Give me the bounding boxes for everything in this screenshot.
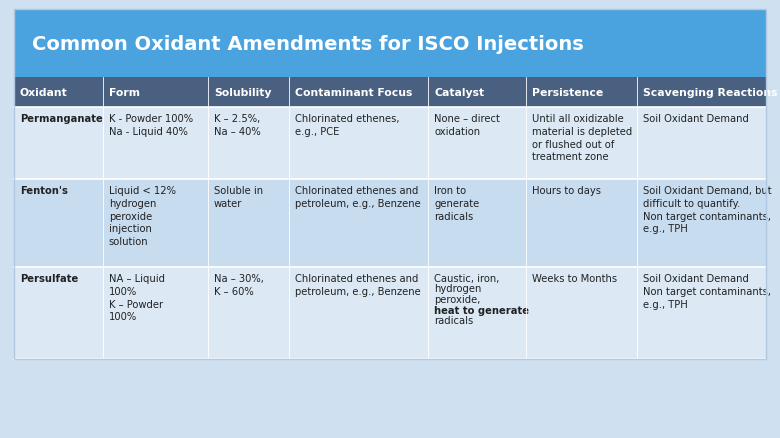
Text: Caustic, iron,: Caustic, iron, — [434, 273, 500, 283]
Text: Contaminant Focus: Contaminant Focus — [296, 88, 413, 98]
Text: Na – 30%,
K – 60%: Na – 30%, K – 60% — [214, 273, 264, 296]
FancyBboxPatch shape — [14, 267, 766, 359]
Text: peroxide,: peroxide, — [434, 294, 480, 304]
Text: Iron to
generate
radicals: Iron to generate radicals — [434, 186, 480, 221]
Text: Until all oxidizable
material is depleted
or flushed out of
treatment zone: Until all oxidizable material is deplete… — [532, 114, 633, 162]
Text: Form: Form — [108, 88, 140, 98]
Text: Scavenging Reactions: Scavenging Reactions — [644, 88, 778, 98]
Text: Fenton's: Fenton's — [20, 186, 68, 195]
Text: NA – Liquid
100%
K – Powder
100%: NA – Liquid 100% K – Powder 100% — [108, 273, 165, 321]
Text: Persistence: Persistence — [532, 88, 604, 98]
FancyBboxPatch shape — [14, 108, 766, 180]
Text: Persulfate: Persulfate — [20, 273, 78, 283]
Text: Oxidant: Oxidant — [20, 88, 68, 98]
Text: Chlorinated ethenes and
petroleum, e.g., Benzene: Chlorinated ethenes and petroleum, e.g.,… — [296, 186, 421, 208]
Text: Soil Oxidant Demand: Soil Oxidant Demand — [644, 114, 750, 124]
Text: Soil Oxidant Demand
Non target contaminants,
e.g., TPH: Soil Oxidant Demand Non target contamina… — [644, 273, 771, 309]
FancyBboxPatch shape — [14, 10, 766, 78]
Text: Soluble in
water: Soluble in water — [214, 186, 263, 208]
Text: K - Powder 100%
Na - Liquid 40%: K - Powder 100% Na - Liquid 40% — [108, 114, 193, 137]
Text: hydrogen: hydrogen — [434, 284, 482, 294]
Text: Chlorinated ethenes,
e.g., PCE: Chlorinated ethenes, e.g., PCE — [296, 114, 399, 137]
Text: Chlorinated ethenes and
petroleum, e.g., Benzene: Chlorinated ethenes and petroleum, e.g.,… — [296, 273, 421, 296]
Text: None – direct
oxidation: None – direct oxidation — [434, 114, 500, 137]
Text: Common Oxidant Amendments for ISCO Injections: Common Oxidant Amendments for ISCO Injec… — [32, 35, 583, 53]
Text: Hours to days: Hours to days — [532, 186, 601, 195]
Text: Soil Oxidant Demand, but
difficult to quantify.
Non target contaminants,
e.g., T: Soil Oxidant Demand, but difficult to qu… — [644, 186, 772, 234]
FancyBboxPatch shape — [14, 78, 766, 108]
Text: K – 2.5%,
Na – 40%: K – 2.5%, Na – 40% — [214, 114, 261, 137]
Text: Solubility: Solubility — [214, 88, 271, 98]
Text: Catalyst: Catalyst — [434, 88, 484, 98]
Text: heat to generate: heat to generate — [434, 305, 530, 315]
Text: Permanganate: Permanganate — [20, 114, 103, 124]
Text: Liquid < 12%
hydrogen
peroxide
injection
solution: Liquid < 12% hydrogen peroxide injection… — [108, 186, 176, 247]
Text: radicals: radicals — [434, 315, 473, 325]
Text: Weeks to Months: Weeks to Months — [532, 273, 617, 283]
FancyBboxPatch shape — [14, 180, 766, 267]
